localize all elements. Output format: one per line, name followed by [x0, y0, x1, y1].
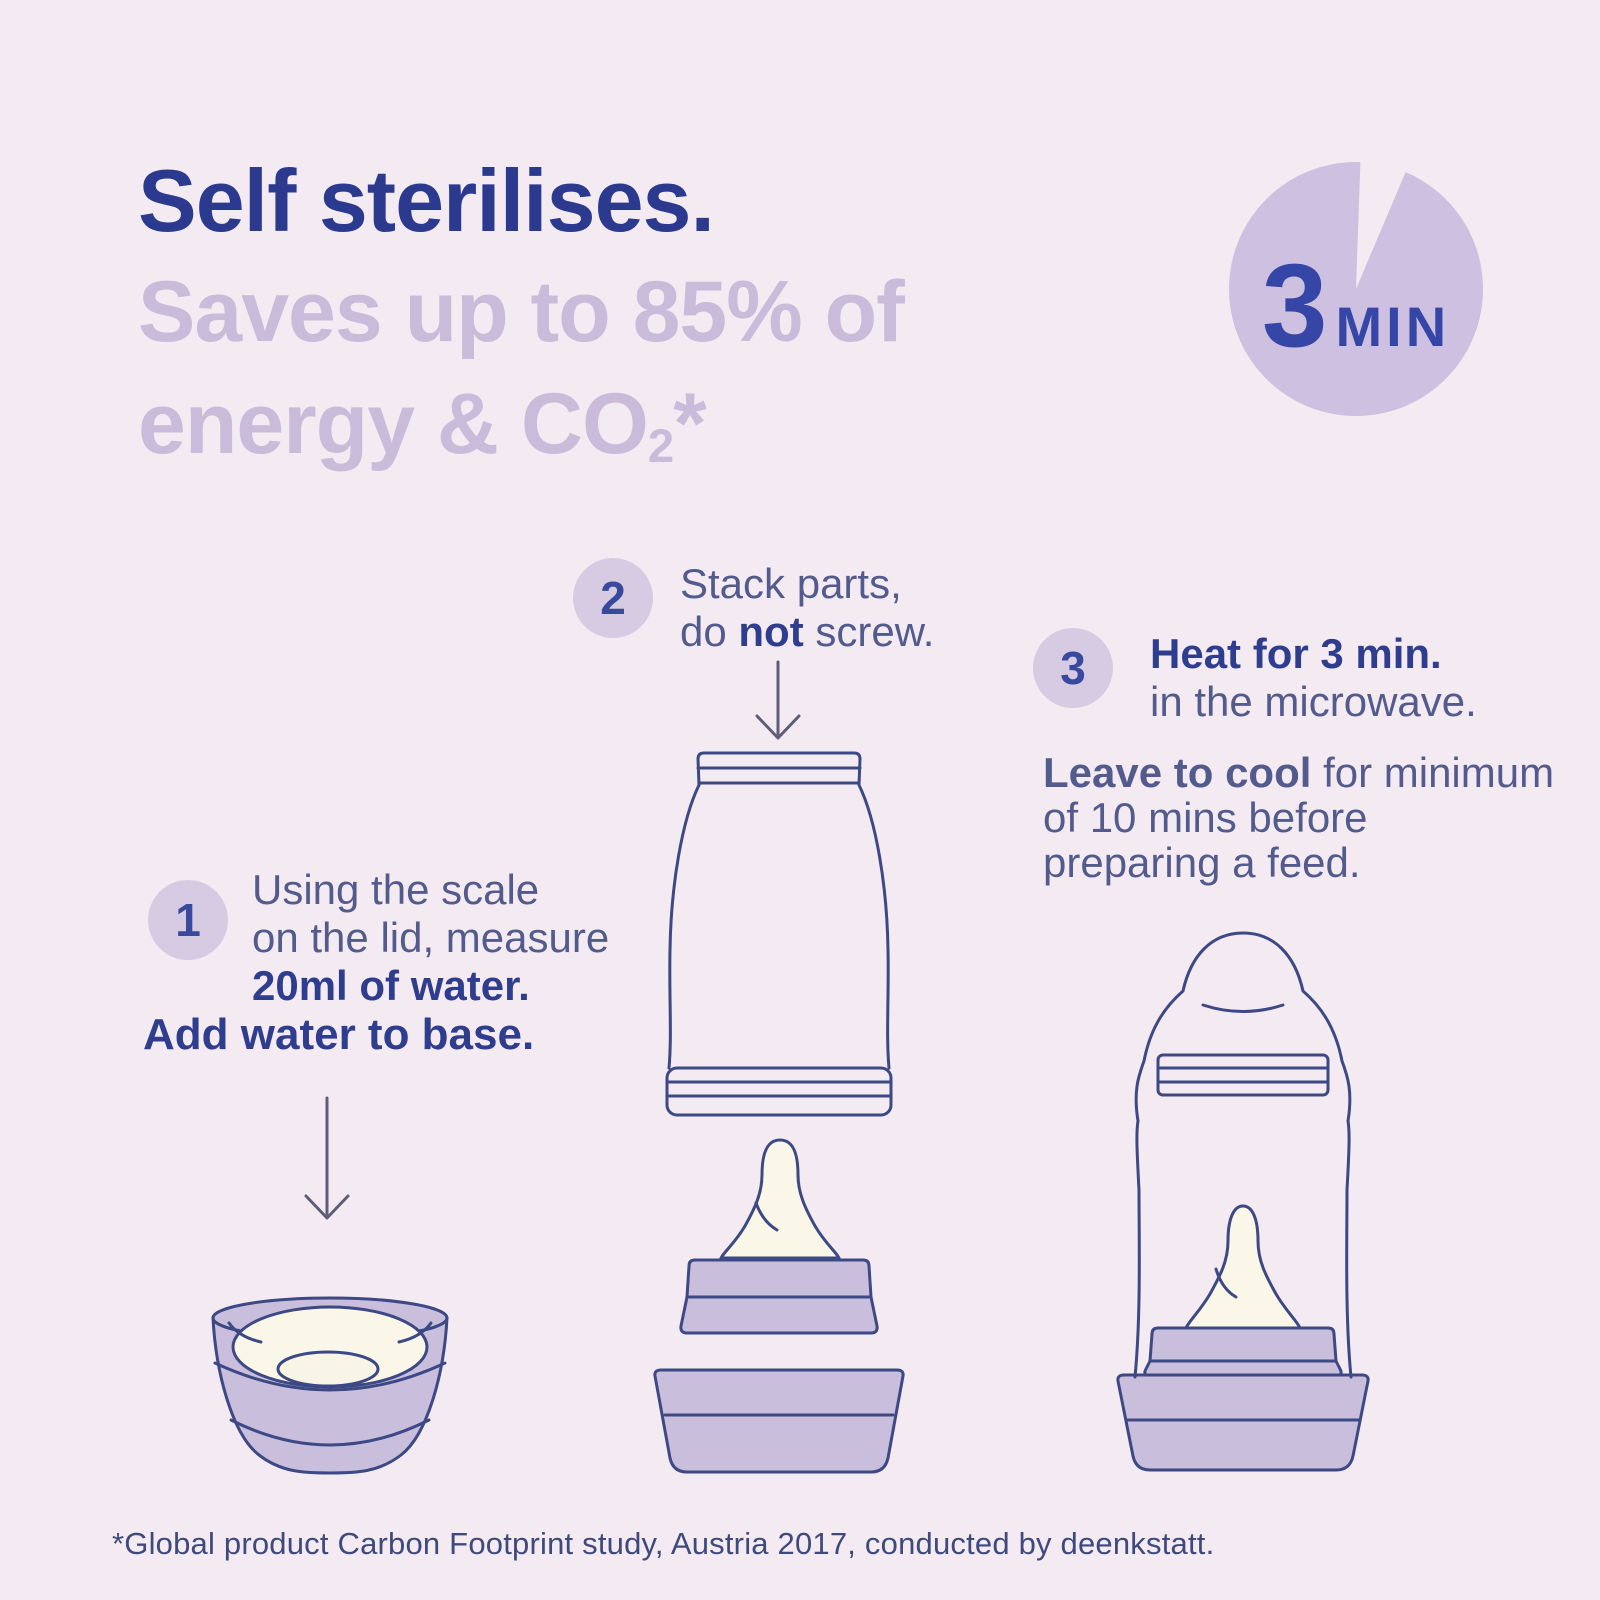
- subtitle-line-1: Saves up to 85% of: [138, 264, 905, 360]
- timer-unit: MIN: [1335, 295, 1451, 358]
- footnote-asterisk: *: [673, 376, 706, 472]
- step-3-line-1: Heat for 3 min.: [1150, 630, 1442, 677]
- step-2-line-2: do not screw.: [680, 608, 935, 655]
- step-2-line-1: Stack parts,: [680, 560, 902, 607]
- timer-pie-icon: [1229, 162, 1483, 416]
- cool-line-2: of 10 mins before: [1043, 794, 1368, 841]
- add-water-text: Add water to base.: [143, 1010, 535, 1059]
- step-3-line-2: in the microwave.: [1150, 678, 1477, 725]
- cool-line-1: Leave to cool for minimum: [1043, 749, 1555, 796]
- footnote: *Global product Carbon Footprint study, …: [112, 1526, 1215, 1561]
- bottle-base-bowl-illustration: [211, 1296, 449, 1475]
- cool-line-3: preparing a feed.: [1043, 839, 1361, 886]
- co2-subscript: 2: [647, 419, 674, 473]
- arrow-down-icon: [755, 660, 801, 740]
- stacked-bottle-parts-illustration: [653, 751, 905, 1474]
- assembled-bottle-illustration: [1116, 931, 1370, 1472]
- step-1-line-2: on the lid, measure: [252, 914, 610, 961]
- step-1-line-3: 20ml of water.: [252, 962, 530, 1009]
- step-1-line-1: Using the scale: [252, 866, 540, 913]
- step-2-badge: 2: [573, 558, 653, 638]
- step-3-cool-text: Leave to cool for minimum of 10 mins bef…: [1043, 750, 1554, 885]
- step-3-badge: 3: [1033, 628, 1113, 708]
- step-1-text: Using the scale on the lid, measure 20ml…: [252, 866, 609, 1010]
- timer-label: 3 MIN: [1229, 238, 1483, 374]
- step-2-text: Stack parts, do not screw.: [680, 560, 934, 656]
- step-1-badge: 1: [148, 880, 228, 960]
- timer-value: 3: [1261, 240, 1328, 372]
- step-3-text: Heat for 3 min. in the microwave.: [1150, 630, 1477, 726]
- page-subtitle: Saves up to 85% of energy & CO2*: [138, 256, 905, 494]
- page-title: Self sterilises.: [138, 151, 715, 250]
- arrow-down-icon: [304, 1096, 350, 1220]
- subtitle-line-2: energy & CO2*: [138, 376, 707, 473]
